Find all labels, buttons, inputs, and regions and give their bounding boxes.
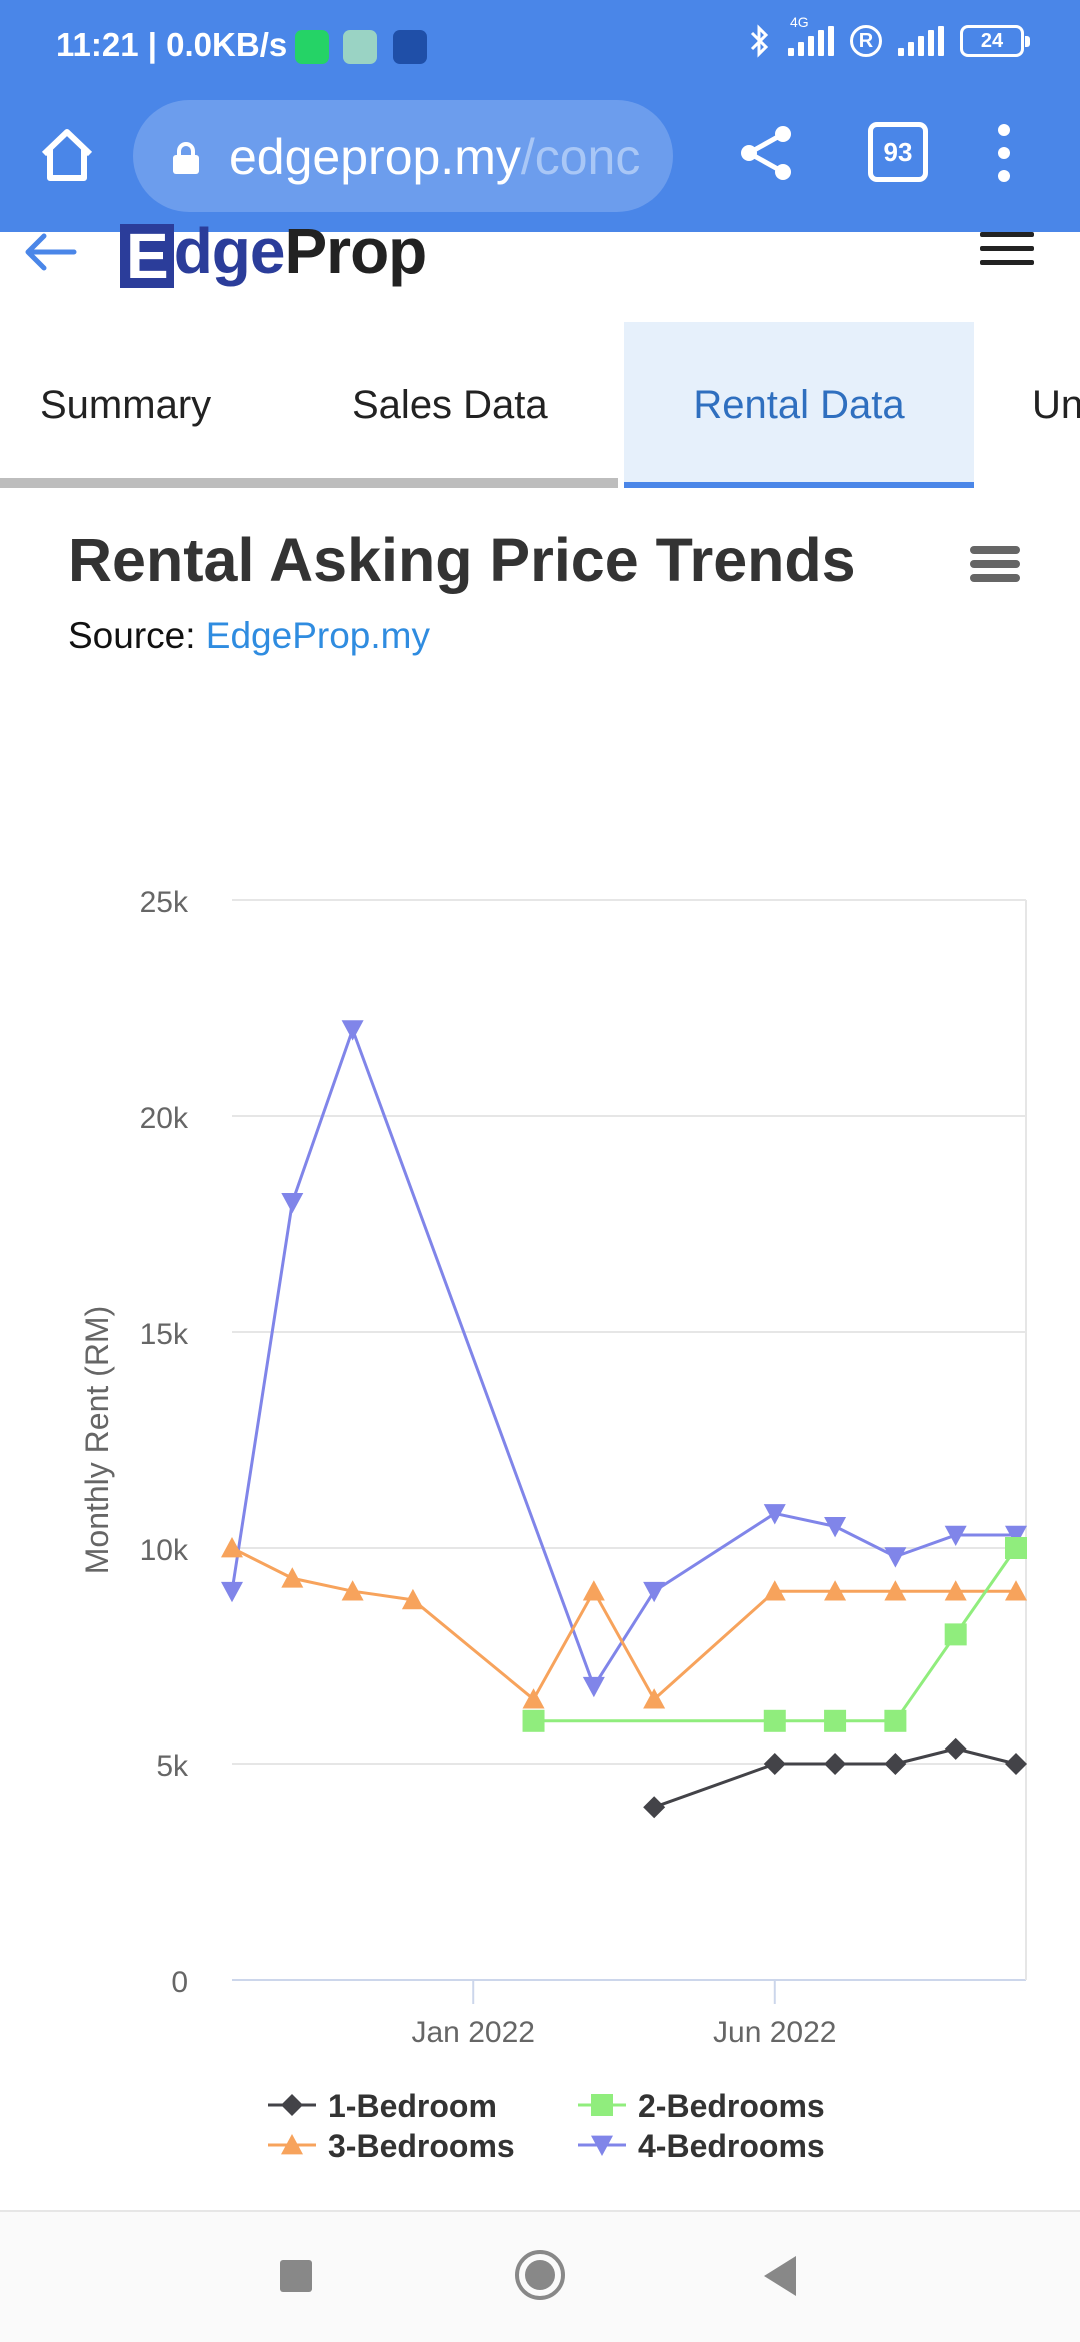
series-line-1-bedroom xyxy=(653,1747,1017,1809)
site-menu-icon[interactable] xyxy=(980,232,1034,268)
legend-marker-4-bedrooms xyxy=(591,2135,613,2156)
bluetooth-icon xyxy=(750,24,769,58)
data-point-2-bedrooms xyxy=(944,1623,967,1646)
data-point-1-bedroom xyxy=(763,1753,786,1775)
legend-marker-2-bedrooms xyxy=(591,2094,613,2116)
y-tick-label: 5k xyxy=(156,1750,189,1783)
data-point-4-bedrooms xyxy=(824,1517,847,1538)
data-point-4-bedrooms xyxy=(944,1525,967,1547)
data-point-3-bedrooms xyxy=(221,1537,243,1558)
network-type: 4G xyxy=(790,14,809,30)
data-point-1-bedroom xyxy=(884,1753,907,1775)
lock-icon xyxy=(173,142,199,174)
data-point-2-bedrooms xyxy=(763,1709,786,1732)
data-point-2-bedrooms xyxy=(522,1709,545,1732)
x-tick-label: Jun 2022 xyxy=(713,2016,836,2049)
y-tick-label: 15k xyxy=(140,1318,189,1351)
nav-back-button[interactable] xyxy=(760,2252,800,2300)
legend-label-2-bedrooms: 2-Bedrooms xyxy=(638,2088,825,2124)
tab-sales-data[interactable]: Sales Data xyxy=(352,382,548,427)
data-point-3-bedrooms xyxy=(1005,1580,1027,1601)
data-point-3-bedrooms xyxy=(643,1688,666,1709)
battery-level: 24 xyxy=(980,29,1004,52)
data-point-4-bedrooms xyxy=(281,1193,304,1214)
url-bar[interactable]: edgeprop.my/conc xyxy=(133,100,673,212)
y-tick-label: 20k xyxy=(140,1102,189,1135)
data-point-4-bedrooms xyxy=(582,1676,605,1698)
data-point-3-bedrooms xyxy=(763,1580,786,1601)
data-point-1-bedroom xyxy=(643,1796,666,1819)
data-point-3-bedrooms xyxy=(281,1567,304,1588)
legend-label-4-bedrooms: 4-Bedrooms xyxy=(638,2128,825,2164)
data-point-4-bedrooms xyxy=(341,1020,364,1041)
data-point-3-bedrooms xyxy=(884,1580,907,1601)
data-point-1-bedroom xyxy=(1005,1753,1027,1775)
legend-label-1-bedroom: 1-Bedroom xyxy=(328,2088,497,2124)
series-line-3-bedrooms xyxy=(231,1546,1016,1701)
chart-menu-icon[interactable] xyxy=(970,546,1020,586)
series-line-2-bedrooms xyxy=(533,1547,1018,1723)
data-point-3-bedrooms xyxy=(582,1580,605,1601)
home-icon[interactable] xyxy=(36,124,98,186)
rental-price-chart: 0 5k 10k 15k 20k 25k Jan 2022 Jun 2022 Monthly R… xyxy=(79,886,1027,2164)
data-point-4-bedrooms xyxy=(763,1504,786,1525)
tabs-counter-button[interactable]: 93 xyxy=(868,122,928,182)
nav-home-button[interactable] xyxy=(513,2248,567,2302)
url-path: /conc xyxy=(520,129,641,185)
data-point-2-bedrooms xyxy=(824,1709,847,1732)
y-tick-label: 10k xyxy=(140,1534,189,1567)
news-app-icon xyxy=(393,30,427,64)
data-point-4-bedrooms xyxy=(884,1547,907,1568)
y-tick-label: 0 xyxy=(171,1966,188,1999)
recent-apps-button[interactable] xyxy=(280,2260,312,2292)
back-arrow-icon[interactable] xyxy=(22,232,78,272)
status-bar: 11:21 | 0.0KB/s 4G R 24 xyxy=(0,0,1080,92)
signal-icon xyxy=(788,26,834,56)
data-point-2-bedrooms xyxy=(884,1709,907,1732)
legend-marker-1-bedroom xyxy=(281,2094,303,2116)
data-point-3-bedrooms xyxy=(341,1580,364,1601)
legend-marker-3-bedrooms xyxy=(281,2134,303,2155)
system-nav-bar xyxy=(0,2210,1080,2342)
tab-rental-data[interactable]: Rental Data xyxy=(624,322,974,488)
signal-icon-2 xyxy=(898,26,944,56)
tab-summary[interactable]: Summary xyxy=(40,382,212,427)
browser-toolbar: edgeprop.my/conc 93 xyxy=(0,92,1080,232)
data-point-4-bedrooms xyxy=(643,1581,666,1603)
share-icon[interactable] xyxy=(737,122,795,184)
legend-label-3-bedrooms: 3-Bedrooms xyxy=(328,2128,515,2164)
data-point-3-bedrooms xyxy=(401,1588,424,1610)
x-tick-label: Jan 2022 xyxy=(412,2016,535,2049)
data-point-2-bedrooms xyxy=(1005,1537,1027,1559)
tabs-scroll-indicator xyxy=(0,478,618,488)
y-axis-title: Monthly Rent (RM) xyxy=(79,1306,115,1575)
chart-title: Rental Asking Price Trends xyxy=(68,526,856,594)
whatsapp-icon xyxy=(295,30,329,64)
data-point-1-bedroom xyxy=(824,1753,847,1775)
chart-source: Source: EdgeProp.my xyxy=(68,615,430,657)
overflow-menu-icon[interactable] xyxy=(992,122,1016,184)
data-point-3-bedrooms xyxy=(944,1580,967,1601)
data-point-3-bedrooms xyxy=(522,1688,545,1709)
battery-icon: 24 xyxy=(960,25,1030,57)
y-tick-label: 25k xyxy=(140,886,189,919)
sim-badge: R xyxy=(850,25,882,57)
status-time: 11:21 | 0.0KB/s xyxy=(56,26,288,63)
series-line-4-bedrooms xyxy=(230,1028,1016,1688)
tab-un[interactable]: Un xyxy=(1032,382,1080,427)
page-tabs: Summary Sales Data Rental Data Un xyxy=(0,322,1080,488)
data-point-4-bedrooms xyxy=(221,1581,243,1603)
active-tab-indicator xyxy=(624,482,974,488)
source-label: Source: xyxy=(68,615,196,656)
url-host: edgeprop.my xyxy=(229,129,521,185)
source-link[interactable]: EdgeProp.my xyxy=(205,615,430,656)
data-point-3-bedrooms xyxy=(824,1580,847,1601)
data-point-4-bedrooms xyxy=(1005,1525,1027,1547)
data-point-1-bedroom xyxy=(944,1737,967,1760)
app-notification-icon xyxy=(343,30,377,64)
